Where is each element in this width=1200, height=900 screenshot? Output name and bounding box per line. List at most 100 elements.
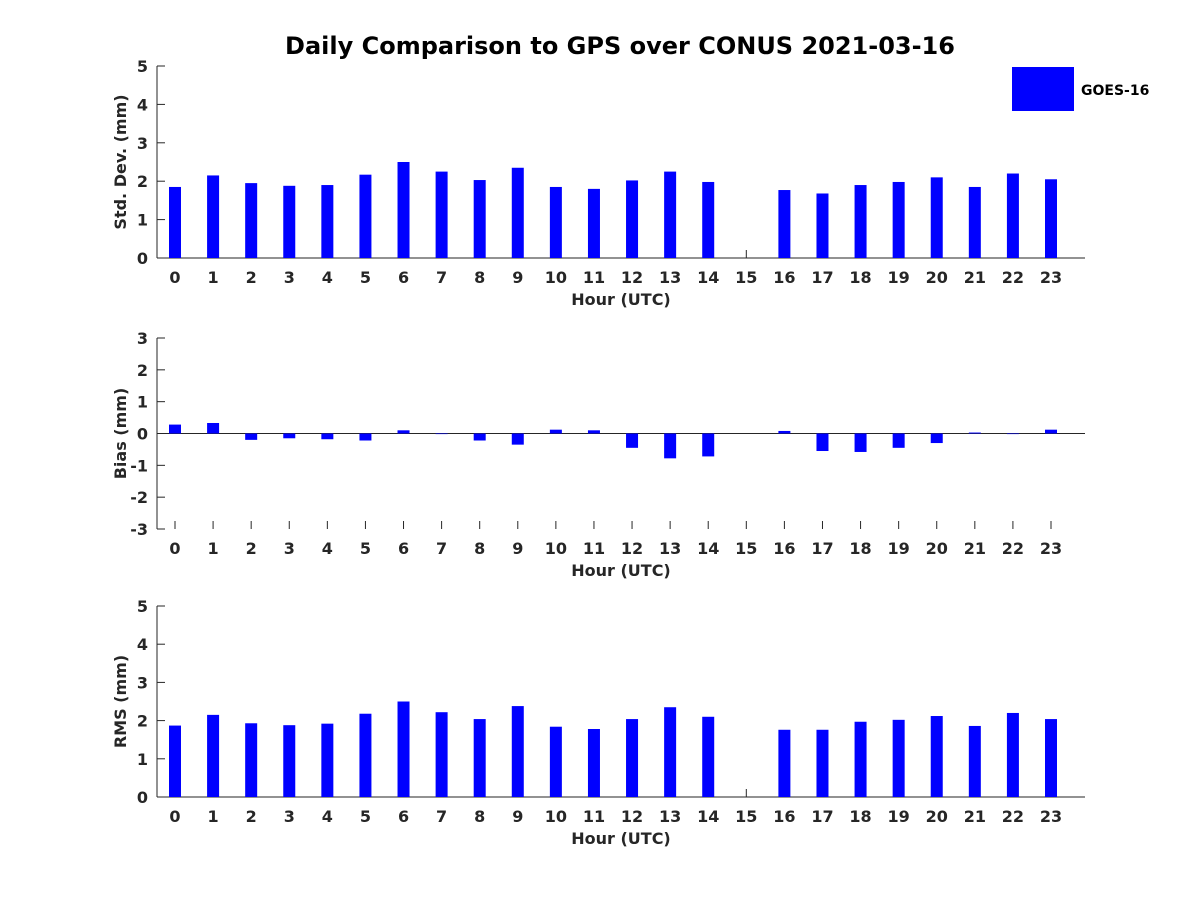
bar — [207, 422, 220, 434]
bar — [397, 430, 410, 434]
bar — [587, 729, 600, 797]
x-tick-label: 12 — [621, 268, 643, 287]
bar — [626, 719, 639, 797]
y-tick-label: 1 — [137, 393, 148, 412]
bar — [892, 719, 905, 797]
bar — [1045, 179, 1057, 258]
bar — [473, 433, 486, 441]
x-tick-label: 23 — [1040, 807, 1062, 826]
bar — [816, 729, 829, 797]
x-tick-label: 15 — [735, 268, 757, 287]
x-tick-label: 17 — [811, 268, 833, 287]
x-tick-label: 15 — [735, 539, 757, 558]
bar — [359, 713, 372, 797]
bar — [245, 183, 258, 258]
y-tick-label: 5 — [137, 597, 148, 616]
bar — [626, 433, 639, 448]
bar — [511, 167, 524, 258]
bar — [778, 190, 791, 258]
bar — [702, 716, 715, 797]
x-tick-label: 7 — [436, 539, 447, 558]
bar — [854, 721, 867, 797]
x-tick-label: 15 — [735, 807, 757, 826]
x-tick-label: 3 — [284, 268, 295, 287]
legend: GOES-16 — [1012, 67, 1149, 111]
x-axis-label: Hour (UTC) — [571, 561, 671, 580]
x-tick-label: 16 — [773, 539, 795, 558]
x-tick-label: 0 — [169, 807, 180, 826]
bar — [1045, 719, 1057, 797]
bar — [816, 433, 829, 452]
x-tick-label: 9 — [512, 807, 523, 826]
x-tick-label: 20 — [926, 539, 948, 558]
x-tick-label: 23 — [1040, 268, 1062, 287]
x-tick-label: 8 — [474, 268, 485, 287]
x-tick-label: 5 — [360, 268, 371, 287]
bar — [435, 433, 448, 435]
x-tick-label: 13 — [659, 268, 681, 287]
x-tick-label: 8 — [474, 807, 485, 826]
x-tick-label: 21 — [964, 268, 986, 287]
bar — [1006, 712, 1019, 797]
bar — [473, 719, 486, 797]
x-tick-label: 12 — [621, 807, 643, 826]
x-tick-label: 17 — [811, 807, 833, 826]
bar — [930, 716, 943, 797]
x-tick-label: 19 — [888, 268, 910, 287]
x-tick-label: 6 — [398, 268, 409, 287]
x-tick-label: 7 — [436, 268, 447, 287]
bar — [549, 726, 562, 797]
x-tick-label: 11 — [583, 268, 605, 287]
bar — [892, 181, 905, 258]
x-tick-label: 1 — [208, 268, 219, 287]
bar — [359, 174, 372, 258]
x-tick-label: 1 — [208, 539, 219, 558]
x-tick-label: 2 — [246, 268, 257, 287]
x-tick-label: 18 — [849, 807, 871, 826]
bar — [435, 712, 448, 797]
x-tick-label: 11 — [583, 807, 605, 826]
bar — [664, 171, 677, 258]
x-tick-label: 9 — [512, 268, 523, 287]
y-tick-label: 4 — [137, 95, 148, 114]
y-tick-label: 0 — [137, 425, 148, 444]
y-tick-label: 2 — [137, 712, 148, 731]
bar — [1006, 433, 1019, 435]
bar — [283, 185, 296, 258]
y-tick-label: 2 — [137, 361, 148, 380]
x-tick-label: 6 — [398, 539, 409, 558]
bar — [435, 171, 448, 258]
y-tick-label: 0 — [137, 788, 148, 807]
y-tick-label: -3 — [130, 520, 148, 539]
bar — [854, 185, 867, 258]
bar — [321, 723, 334, 797]
x-tick-label: 11 — [583, 539, 605, 558]
bar — [778, 729, 791, 797]
x-tick-label: 0 — [169, 539, 180, 558]
bar — [245, 433, 258, 440]
bar — [549, 186, 562, 258]
x-axis-label: Hour (UTC) — [571, 829, 671, 848]
x-tick-label: 9 — [512, 539, 523, 558]
bar — [169, 725, 181, 797]
bar — [816, 193, 829, 258]
x-tick-label: 3 — [284, 539, 295, 558]
legend-swatch — [1012, 67, 1074, 111]
bar — [968, 186, 981, 258]
x-tick-label: 4 — [322, 268, 333, 287]
bar — [169, 424, 181, 434]
x-tick-label: 19 — [888, 539, 910, 558]
y-tick-label: 5 — [137, 57, 148, 76]
x-tick-label: 18 — [849, 539, 871, 558]
y-tick-label: 1 — [137, 211, 148, 230]
bar — [283, 433, 296, 439]
bar — [283, 725, 296, 797]
x-tick-label: 5 — [360, 539, 371, 558]
bar — [626, 180, 639, 258]
x-tick-label: 22 — [1002, 268, 1024, 287]
bar — [207, 714, 220, 797]
